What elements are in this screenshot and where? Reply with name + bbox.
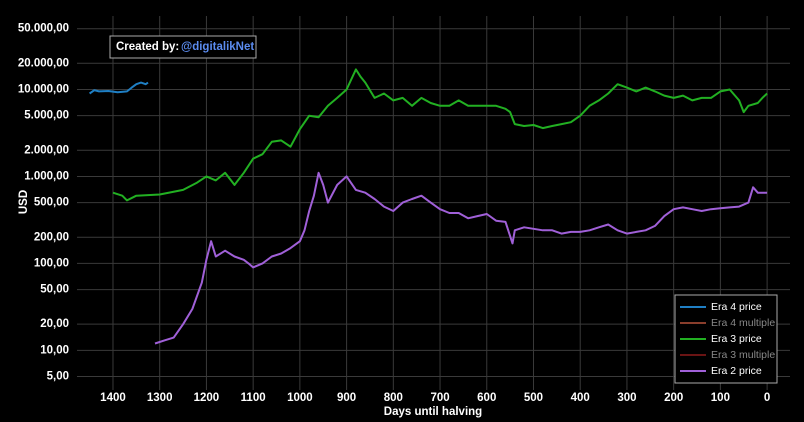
- x-tick-label: 200: [664, 392, 683, 404]
- x-tick-label: 1000: [287, 392, 313, 404]
- y-tick-label: 50.000,00: [18, 23, 69, 35]
- y-tick-label: 2.000,00: [24, 144, 69, 156]
- x-tick-label: 1300: [147, 392, 173, 404]
- y-tick-label: 20,00: [40, 318, 69, 330]
- annotation-handle: @digitalikNet: [181, 41, 254, 53]
- x-tick-label: 0: [764, 392, 770, 404]
- legend-label: Era 3 multiple: [711, 349, 775, 361]
- x-axis-title: Days until halving: [384, 406, 482, 418]
- y-tick-label: 20.000,00: [18, 57, 69, 69]
- y-tick-label: 50,00: [40, 284, 69, 296]
- x-tick-label: 1100: [241, 392, 266, 404]
- legend-label: Era 3 price: [711, 333, 762, 345]
- y-tick-label: 100,00: [34, 257, 69, 269]
- y-tick-label: 1.000,00: [24, 170, 69, 182]
- x-tick-label: 800: [384, 392, 403, 404]
- x-tick-label: 400: [571, 392, 590, 404]
- y-axis-title: USD: [18, 190, 30, 214]
- x-tick-label: 300: [617, 392, 636, 404]
- x-tick-label: 600: [477, 392, 496, 404]
- x-tick-label: 1200: [194, 392, 220, 404]
- y-tick-label: 10,00: [40, 344, 69, 356]
- annotation-text: Created by:: [116, 41, 179, 53]
- x-tick-label: 900: [337, 392, 356, 404]
- series-line: [89, 81, 149, 95]
- x-tick-label: 1400: [100, 392, 126, 404]
- series-line: [112, 68, 768, 202]
- x-tick-label: 700: [430, 392, 449, 404]
- y-tick-label: 10.000,00: [18, 84, 69, 96]
- y-tick-label: 200,00: [34, 231, 69, 243]
- y-tick-label: 5.000,00: [24, 110, 69, 122]
- y-tick-label: 5,00: [47, 371, 69, 383]
- annotation-box: [109, 35, 257, 59]
- legend-label: Era 4 multiple: [711, 317, 775, 329]
- legend-label: Era 4 price: [711, 301, 762, 313]
- legend-label: Era 2 price: [711, 365, 762, 377]
- x-tick-label: 100: [711, 392, 730, 404]
- x-tick-label: 500: [524, 392, 543, 404]
- series-line: [154, 171, 768, 345]
- y-tick-label: 500,00: [34, 197, 69, 209]
